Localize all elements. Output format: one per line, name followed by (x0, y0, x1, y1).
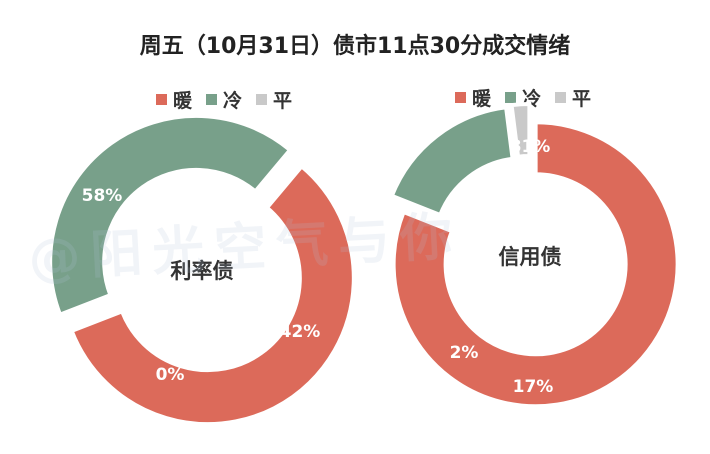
donut-slice-rate-warm (69, 163, 356, 427)
legend-item-warm: 暖 (156, 86, 192, 113)
data-label-cold: 42% (280, 322, 321, 342)
legend-label-warm: 暖 (173, 90, 193, 112)
donut-slice-rate-cold (48, 113, 293, 318)
legend-label-flat: 平 (273, 90, 293, 112)
legend-swatch-flat (256, 94, 268, 105)
legend-item-cold: 冷 (206, 86, 242, 113)
data-label-flat: 2% (450, 343, 479, 363)
legend-item-warm: 暖 (455, 84, 491, 111)
legend-swatch-cold (505, 92, 517, 103)
legend-swatch-warm (455, 92, 466, 103)
donut-slice-credit-flat (509, 102, 532, 159)
chart-title: 周五（10月31日）债市11点30分成交情绪 (139, 34, 571, 59)
data-label-warm: 58% (82, 186, 123, 206)
legend-item-flat: 平 (555, 84, 591, 111)
donut-center-label: 信用债 (499, 245, 562, 269)
donut-slice-credit-warm (391, 120, 680, 409)
donut-slice-credit-cold (389, 104, 515, 218)
donut-center-label: 利率债 (171, 259, 234, 283)
legend-rate-bonds: 暖 冷 平 (156, 86, 292, 113)
data-label-flat: 0% (156, 365, 185, 385)
legend-label-cold: 冷 (223, 90, 243, 112)
data-label-warm: 81% (510, 137, 551, 157)
legend-swatch-warm (156, 94, 167, 105)
legend-label-warm: 暖 (472, 88, 492, 110)
legend-swatch-flat (555, 92, 567, 103)
legend-item-flat: 平 (256, 86, 292, 113)
legend-label-flat: 平 (572, 88, 592, 110)
legend-swatch-cold (206, 94, 218, 105)
data-label-cold: 17% (513, 377, 554, 397)
